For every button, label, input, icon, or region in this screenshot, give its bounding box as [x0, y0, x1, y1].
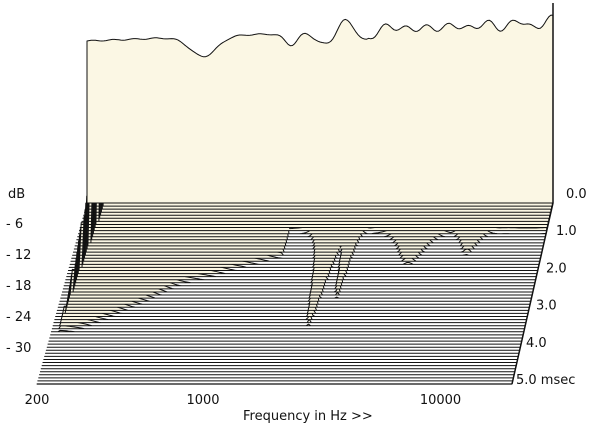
waterfall-slices — [36, 3, 554, 385]
x-tick-label: 10000 — [420, 393, 461, 408]
decay-slice — [53, 315, 527, 324]
y-tick-label: - 12 — [6, 248, 31, 263]
y-axis-label: dB — [8, 187, 25, 202]
axes: dB Frequency in Hz >> — [8, 187, 512, 424]
y-tick-labels: - 6 - 12 - 18 - 24 - 30 — [6, 217, 31, 356]
time-tick-label: 4.0 — [526, 336, 547, 351]
y-tick-label: - 30 — [6, 341, 31, 356]
surface-edge — [511, 3, 554, 385]
decay-slice — [56, 295, 530, 311]
time-tick-label: 2.0 — [546, 261, 567, 276]
decay-slice — [50, 329, 525, 333]
y-tick-label: - 6 — [6, 217, 23, 232]
time-tick-labels: 0.0 1.0 2.0 3.0 4.0 5.0 msec — [516, 187, 587, 388]
y-tick-label: - 24 — [6, 310, 31, 325]
decay-slice — [86, 14, 554, 204]
x-axis-label: Frequency in Hz >> — [243, 409, 373, 424]
x-tick-label: 200 — [25, 393, 50, 408]
time-tick-label: 3.0 — [536, 299, 557, 314]
decay-slice — [57, 290, 530, 308]
decay-slice — [58, 285, 531, 305]
x-tick-label: 1000 — [186, 393, 219, 408]
decay-slice — [52, 320, 526, 327]
y-tick-label: - 18 — [6, 279, 31, 294]
time-tick-label: 1.0 — [556, 224, 577, 239]
x-tick-labels: 200 1000 10000 — [25, 393, 462, 408]
decay-slice — [54, 310, 528, 321]
decay-slice — [55, 305, 528, 317]
decay-slice — [56, 300, 529, 314]
time-tick-label: 5.0 msec — [516, 373, 575, 388]
time-tick-label: 0.0 — [566, 187, 587, 202]
decay-slice — [51, 325, 525, 330]
